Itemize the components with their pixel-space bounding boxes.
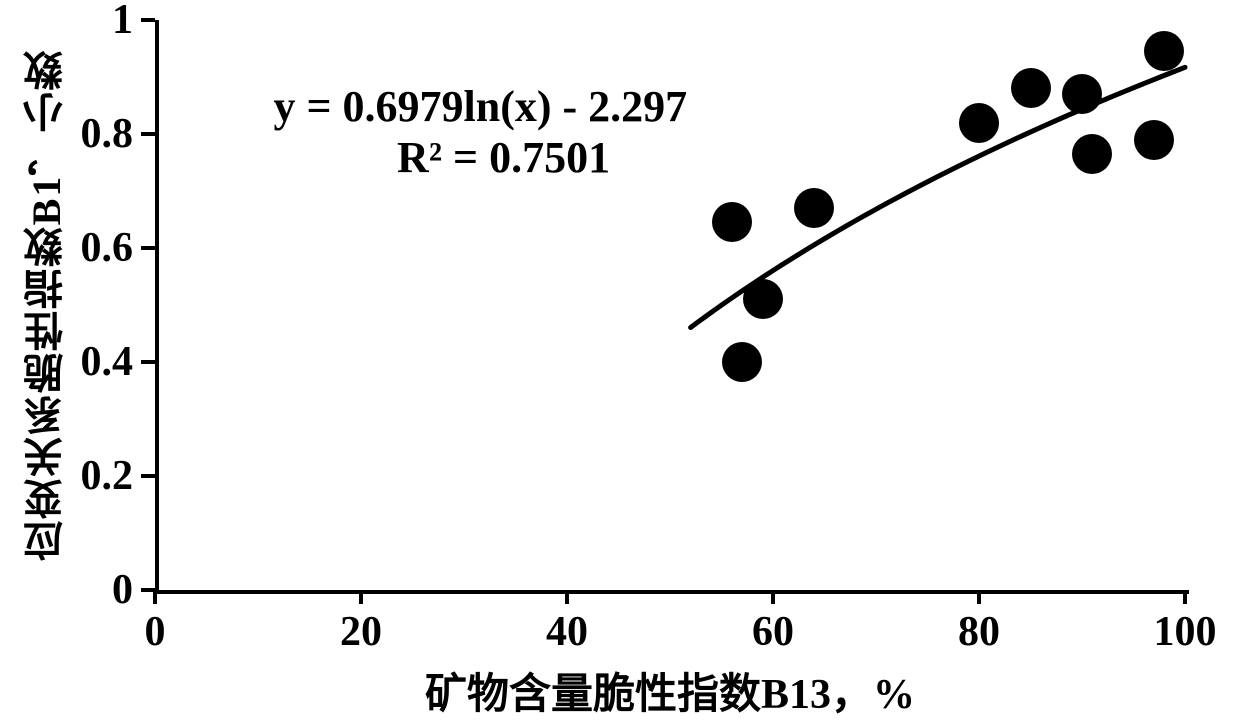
x-tick-label: 20 <box>340 608 382 656</box>
y-tick <box>141 474 155 478</box>
x-tick <box>565 590 569 604</box>
data-point <box>712 202 752 242</box>
y-tick <box>141 588 155 592</box>
y-tick-label: 0.4 <box>81 338 134 386</box>
data-point <box>1134 120 1174 160</box>
chart-annotation: y = 0.6979ln(x) - 2.297 <box>273 81 687 132</box>
chart-container: 0 20 40 60 80 100 0 0.2 0.4 0.6 0.8 1 矿物含量脆性指数B13，%… <box>0 0 1240 726</box>
y-tick-label: 0.8 <box>81 110 134 158</box>
data-point <box>794 188 834 228</box>
data-point <box>743 279 783 319</box>
x-tick <box>977 590 981 604</box>
x-tick <box>771 590 775 604</box>
data-point <box>1062 74 1102 114</box>
x-tick <box>1183 590 1187 604</box>
y-tick-label: 1 <box>112 0 133 44</box>
x-axis-label: 矿物含量脆性指数B13，% <box>425 660 915 721</box>
y-tick-label: 0.6 <box>81 224 134 272</box>
y-tick <box>141 132 155 136</box>
x-tick-label: 80 <box>958 608 1000 656</box>
data-point <box>722 342 762 382</box>
y-tick <box>141 18 155 22</box>
chart-annotation: R² = 0.7501 <box>397 132 610 183</box>
data-point <box>1011 68 1051 108</box>
data-point <box>959 103 999 143</box>
x-tick-label: 40 <box>546 608 588 656</box>
y-tick <box>141 246 155 250</box>
y-tick-label: 0.2 <box>81 452 134 500</box>
data-point <box>1072 134 1112 174</box>
y-tick-label: 0 <box>112 566 133 614</box>
x-tick-label: 0 <box>145 608 166 656</box>
y-tick <box>141 360 155 364</box>
data-point <box>1144 31 1184 71</box>
y-axis-label: 应变关系脆性指数B1，小数 <box>18 49 76 562</box>
x-tick-label: 100 <box>1154 608 1217 656</box>
x-tick <box>359 590 363 604</box>
x-tick-label: 60 <box>752 608 794 656</box>
x-tick <box>153 590 157 604</box>
